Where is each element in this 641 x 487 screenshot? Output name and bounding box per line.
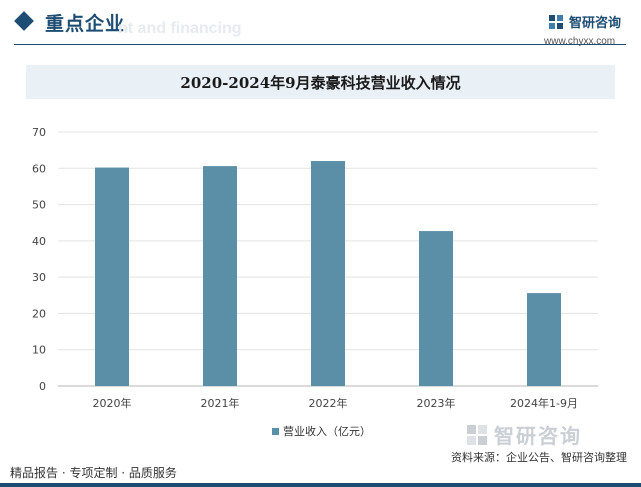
y-axis-ticks: 0 10 20 30 40 50 60 70 — [32, 126, 46, 393]
section-title: 重点企业 — [45, 13, 126, 35]
bar — [95, 167, 129, 386]
logo-mark-icon — [549, 15, 563, 29]
y-tick-label: 30 — [32, 271, 46, 284]
x-tick-label: 2020年 — [93, 396, 132, 410]
logo-name: 智研咨询 — [569, 16, 622, 31]
y-tick-label: 0 — [39, 380, 46, 393]
y-tick-label: 60 — [32, 162, 46, 175]
y-tick-label: 20 — [32, 307, 46, 320]
x-tick-label: 2021年 — [201, 396, 240, 410]
watermark-logo: 智研咨询 — [466, 422, 616, 448]
x-tick-label: 2022年 — [309, 396, 348, 410]
bar — [419, 231, 453, 386]
header: 重点企业 nt and financing — [0, 0, 641, 52]
y-tick-label: 10 — [32, 344, 46, 357]
x-axis-ticks: 2020年 2021年 2022年 2023年 2024年1-9月 — [93, 396, 578, 410]
legend-label: 营业收入（亿元） — [283, 425, 371, 438]
footer-text: 精品报告 · 专项定制 · 品质服务 — [10, 466, 177, 480]
y-tick-label: 40 — [32, 235, 46, 248]
bar — [311, 161, 345, 386]
x-tick-label: 2023年 — [417, 396, 456, 410]
source-note: 资料来源：企业公告、智研咨询整理 — [451, 451, 627, 464]
watermark-name: 智研咨询 — [494, 424, 582, 448]
legend-swatch — [272, 427, 279, 435]
bar — [527, 293, 561, 386]
watermark-mark-icon — [467, 425, 487, 445]
chart-title: 2020-2024年9月泰豪科技营业收入情况 — [180, 74, 461, 92]
logo-url: www.chyxx.com — [544, 36, 616, 47]
y-tick-label: 50 — [32, 199, 46, 212]
header-divider — [14, 44, 626, 45]
legend: 营业收入（亿元） — [272, 423, 371, 439]
y-tick-label: 70 — [32, 126, 46, 139]
footer: 精品报告 · 专项定制 · 品质服务 — [0, 457, 641, 487]
bar — [203, 166, 237, 386]
x-tick-label: 2024年1-9月 — [510, 396, 578, 410]
ghost-text: nt and financing — [118, 20, 242, 37]
chart-title-bar: 2020-2024年9月泰豪科技营业收入情况 — [26, 65, 615, 99]
bars — [95, 161, 561, 386]
footer-bar — [0, 483, 641, 487]
